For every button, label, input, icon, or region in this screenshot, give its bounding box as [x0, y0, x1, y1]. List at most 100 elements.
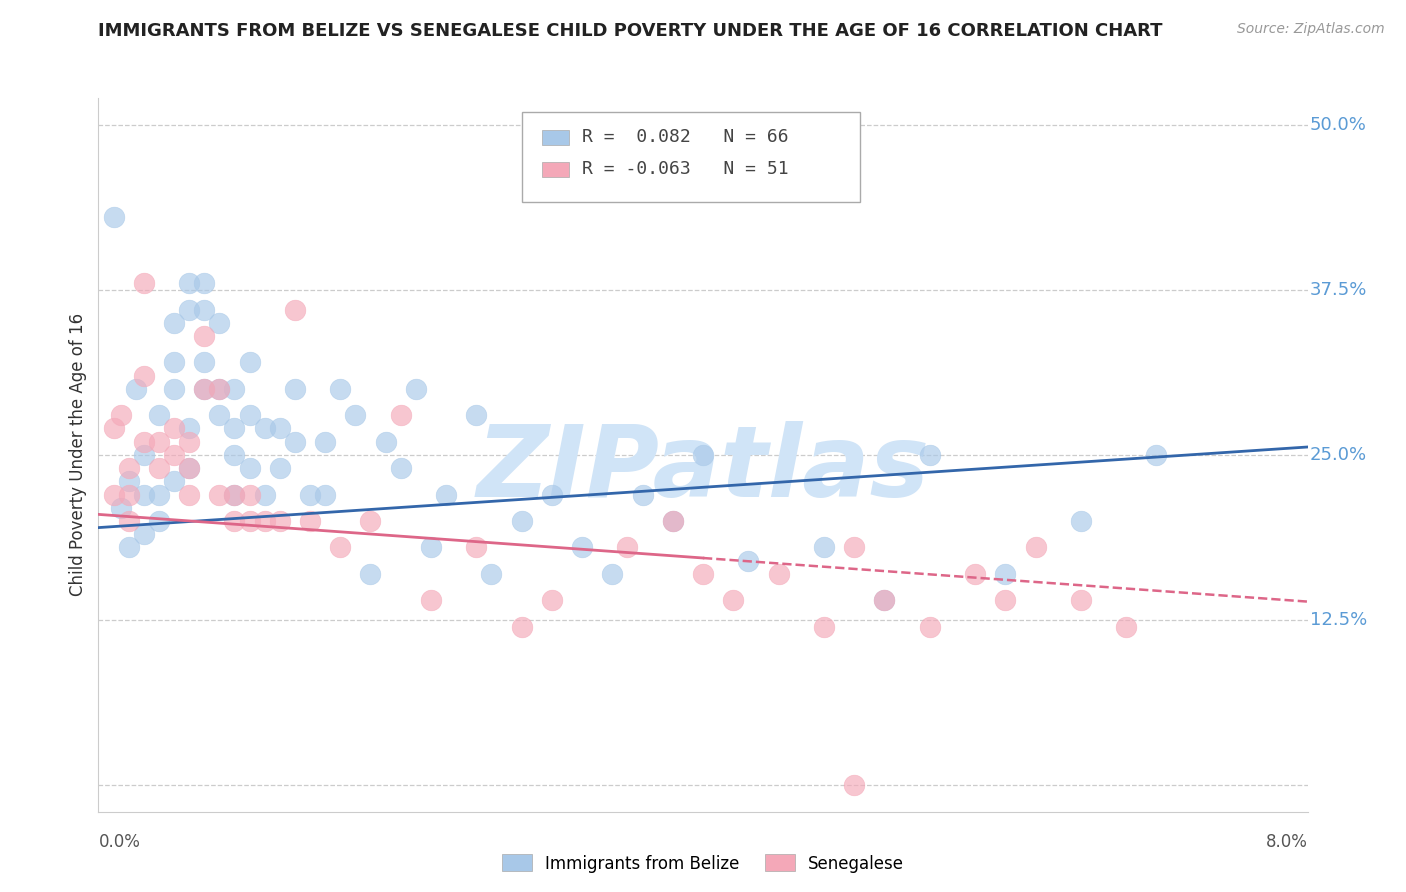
- Senegalese: [844, 541, 866, 555]
- Immigrants from Belize: [284, 434, 307, 449]
- Senegalese: [224, 487, 246, 501]
- Immigrants from Belize: [118, 475, 141, 489]
- Immigrants from Belize: [163, 316, 186, 330]
- Immigrants from Belize: [193, 355, 215, 369]
- Y-axis label: Child Poverty Under the Age of 16: Child Poverty Under the Age of 16: [69, 313, 87, 597]
- Immigrants from Belize: [465, 409, 488, 423]
- Immigrants from Belize: [540, 487, 562, 501]
- Immigrants from Belize: [359, 566, 381, 581]
- Immigrants from Belize: [103, 210, 125, 224]
- Senegalese: [103, 487, 125, 501]
- Immigrants from Belize: [918, 448, 941, 462]
- Immigrants from Belize: [163, 355, 186, 369]
- Senegalese: [768, 566, 790, 581]
- Immigrants from Belize: [479, 566, 503, 581]
- Immigrants from Belize: [737, 554, 759, 568]
- Immigrants from Belize: [631, 487, 654, 501]
- Text: Source: ZipAtlas.com: Source: ZipAtlas.com: [1237, 22, 1385, 37]
- Legend: Immigrants from Belize, Senegalese: Immigrants from Belize, Senegalese: [495, 847, 911, 880]
- Immigrants from Belize: [132, 487, 155, 501]
- Immigrants from Belize: [269, 421, 291, 435]
- Immigrants from Belize: [269, 461, 291, 475]
- Immigrants from Belize: [193, 382, 215, 396]
- Senegalese: [224, 514, 246, 528]
- Senegalese: [616, 541, 638, 555]
- Senegalese: [239, 514, 262, 528]
- Senegalese: [148, 461, 170, 475]
- Senegalese: [723, 593, 745, 607]
- Senegalese: [419, 593, 441, 607]
- Senegalese: [965, 566, 987, 581]
- Senegalese: [103, 421, 125, 435]
- Immigrants from Belize: [419, 541, 441, 555]
- Immigrants from Belize: [253, 421, 276, 435]
- Text: 0.0%: 0.0%: [98, 833, 141, 851]
- Text: R = -0.063   N = 51: R = -0.063 N = 51: [582, 161, 789, 178]
- Senegalese: [193, 382, 215, 396]
- Immigrants from Belize: [148, 514, 170, 528]
- Senegalese: [253, 514, 276, 528]
- Immigrants from Belize: [239, 461, 262, 475]
- Senegalese: [873, 593, 896, 607]
- Senegalese: [118, 514, 141, 528]
- Immigrants from Belize: [208, 382, 231, 396]
- Immigrants from Belize: [125, 382, 148, 396]
- Text: 25.0%: 25.0%: [1310, 446, 1367, 464]
- Immigrants from Belize: [284, 382, 307, 396]
- Text: ZIPatlas: ZIPatlas: [477, 421, 929, 517]
- Immigrants from Belize: [329, 382, 352, 396]
- FancyBboxPatch shape: [543, 129, 569, 145]
- Senegalese: [179, 487, 201, 501]
- Senegalese: [118, 487, 141, 501]
- Immigrants from Belize: [193, 302, 215, 317]
- Text: 37.5%: 37.5%: [1310, 281, 1368, 299]
- Senegalese: [163, 448, 186, 462]
- Immigrants from Belize: [110, 500, 132, 515]
- Immigrants from Belize: [374, 434, 396, 449]
- Immigrants from Belize: [224, 382, 246, 396]
- Immigrants from Belize: [994, 566, 1017, 581]
- Immigrants from Belize: [148, 409, 170, 423]
- Senegalese: [359, 514, 381, 528]
- Immigrants from Belize: [132, 448, 155, 462]
- Immigrants from Belize: [1144, 448, 1167, 462]
- Senegalese: [661, 514, 683, 528]
- Immigrants from Belize: [661, 514, 683, 528]
- Immigrants from Belize: [118, 541, 141, 555]
- Immigrants from Belize: [179, 421, 201, 435]
- Senegalese: [813, 620, 835, 634]
- Immigrants from Belize: [602, 566, 624, 581]
- Senegalese: [1115, 620, 1137, 634]
- Immigrants from Belize: [239, 355, 262, 369]
- Senegalese: [208, 487, 231, 501]
- Immigrants from Belize: [163, 475, 186, 489]
- Senegalese: [179, 434, 201, 449]
- Immigrants from Belize: [193, 276, 215, 290]
- Senegalese: [540, 593, 562, 607]
- Immigrants from Belize: [314, 487, 336, 501]
- Immigrants from Belize: [873, 593, 896, 607]
- Senegalese: [132, 368, 155, 383]
- Senegalese: [994, 593, 1017, 607]
- Immigrants from Belize: [179, 276, 201, 290]
- Senegalese: [110, 409, 132, 423]
- Senegalese: [179, 461, 201, 475]
- Senegalese: [132, 276, 155, 290]
- Immigrants from Belize: [405, 382, 427, 396]
- Immigrants from Belize: [148, 487, 170, 501]
- Senegalese: [329, 541, 352, 555]
- Text: R =  0.082   N = 66: R = 0.082 N = 66: [582, 128, 789, 146]
- Immigrants from Belize: [239, 409, 262, 423]
- Senegalese: [269, 514, 291, 528]
- Text: 8.0%: 8.0%: [1265, 833, 1308, 851]
- Immigrants from Belize: [208, 316, 231, 330]
- Senegalese: [1070, 593, 1092, 607]
- Immigrants from Belize: [389, 461, 412, 475]
- Immigrants from Belize: [163, 382, 186, 396]
- Immigrants from Belize: [571, 541, 593, 555]
- Text: 12.5%: 12.5%: [1310, 611, 1367, 629]
- Senegalese: [118, 461, 141, 475]
- Senegalese: [692, 566, 714, 581]
- Immigrants from Belize: [253, 487, 276, 501]
- Senegalese: [132, 434, 155, 449]
